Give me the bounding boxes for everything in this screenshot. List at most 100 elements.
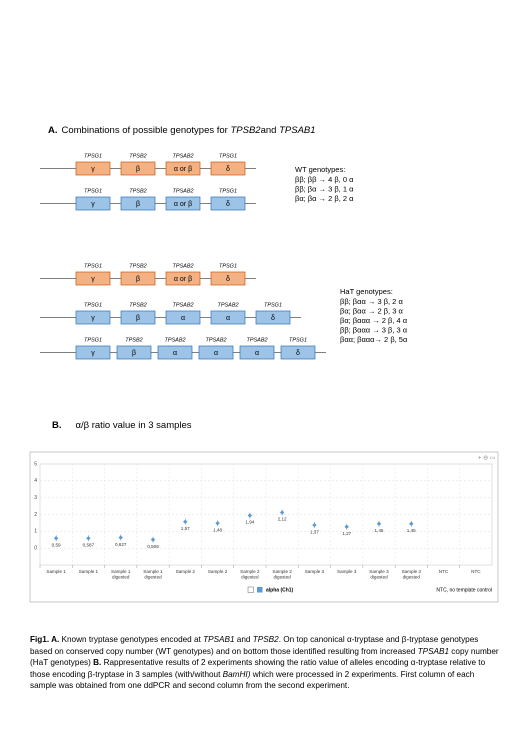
x-tick-label: Sample 1	[79, 569, 99, 574]
title-text: α/β ratio value in 3 samples	[76, 420, 192, 431]
gene-name: TPSAB2	[246, 337, 267, 343]
gene-name: TPSAB2	[217, 302, 238, 308]
caption-segment: B.	[93, 658, 104, 667]
gene-name: TPSAB2	[172, 302, 193, 308]
x-tick-label: NTC	[471, 569, 481, 574]
gene-name: TPSB2	[129, 263, 146, 269]
data-label: 1,27	[342, 531, 351, 536]
title-part: Combinations of possible genotypes for	[62, 125, 231, 136]
gene-name: TPSG1	[84, 337, 102, 343]
x-tick-label-line: digested	[370, 575, 388, 580]
x-tick-label-line: Sample 2	[272, 569, 292, 574]
x-tick-label-line: Sample 1	[143, 569, 163, 574]
y-tick-label: 3	[34, 495, 37, 501]
data-label: 0,59	[52, 542, 61, 547]
figure: + ⊖ ▭ A. Combinations of possible genotyp…	[29, 125, 499, 603]
x-tick-label-line: digested	[112, 575, 130, 580]
title-part: TPSAB1	[279, 125, 315, 136]
gene-name: TPSB2	[129, 302, 146, 308]
genotype-legend-item: βα; βααα → 2 β, 4 α	[340, 316, 408, 325]
gene-name: TPSG1	[289, 337, 307, 343]
data-point	[118, 535, 123, 540]
gene-name: TPSG1	[84, 263, 102, 269]
gene-name: TPSB2	[129, 153, 146, 159]
gene-box	[157, 345, 193, 360]
x-tick-label: Sample 3	[305, 569, 325, 574]
gene-symbol: α	[214, 350, 218, 357]
x-tick-label: Sample 2 digested	[272, 569, 292, 580]
caption-segment: . On top canonical α-tryptase and β-tryp…	[30, 635, 479, 656]
genotype-legend-title: HaT genotypes:	[340, 287, 393, 296]
gene-symbol: α or β	[174, 166, 192, 173]
y-tick-label: 0	[34, 545, 37, 551]
x-tick-label-line: Sample 2	[240, 569, 260, 574]
legend-label: alpha (Ch1)	[266, 587, 294, 593]
gene-box	[239, 345, 275, 360]
gene-name: TPSG1	[84, 302, 102, 308]
panel-b-title: B. α/β ratio value in 3 samples	[52, 420, 192, 431]
caption-segment: BamHI)	[222, 669, 251, 679]
caption-segment: which were processed in 2 experiments. F…	[30, 669, 475, 691]
gene-box	[120, 271, 156, 286]
gene-symbol: β	[136, 166, 140, 173]
gene-box	[210, 196, 246, 211]
data-point	[183, 519, 188, 524]
gene-symbol: γ	[91, 315, 95, 322]
y-tick-label: 5	[34, 461, 37, 467]
gene-symbol: β	[136, 315, 140, 322]
gene-symbol: γ	[91, 201, 95, 208]
gene-box	[120, 161, 156, 176]
gene-name: TPSB2	[129, 188, 146, 194]
x-tick-label-line: Sample 1	[111, 569, 131, 574]
chart-frame	[29, 451, 499, 603]
genotype-legend-title: WT genotypes:	[295, 165, 345, 174]
gene-box	[210, 271, 246, 286]
gene-box	[120, 310, 156, 325]
data-label: 1,57	[181, 526, 190, 531]
gene-symbol: γ	[91, 350, 95, 357]
gene-symbol: δ	[296, 350, 300, 357]
data-point	[53, 536, 59, 541]
x-tick-label-line: digested	[144, 575, 162, 580]
genotype-legend-item: βαα; βααα→ 2 β, 5α	[340, 335, 408, 344]
gene-box	[116, 345, 152, 360]
caption-segment: Known tryptase genotypes encoded at	[61, 635, 204, 644]
gene-name: TPSAB2	[172, 188, 193, 194]
genotype-legend-item: βα; βαα → 2 β, 3 α	[340, 306, 403, 315]
gene-name: TPSAB2	[164, 337, 185, 343]
caption-segment: A.	[51, 635, 62, 644]
caption-segment: Rappresentative results of 2 experiments…	[30, 658, 486, 679]
gene-box	[75, 271, 111, 286]
x-tick-label: Sample 2	[176, 569, 196, 574]
gene-box	[210, 161, 246, 176]
genotype-legend-item: ββ; ββ → 4 β, 0 α	[295, 175, 354, 184]
gene-box	[198, 345, 234, 360]
title-part: and	[261, 125, 280, 136]
gene-box	[165, 161, 201, 176]
gene-symbol: β	[132, 350, 136, 357]
y-tick-label: 1	[34, 529, 37, 535]
x-tick-label: Sample 3 digested	[402, 569, 422, 580]
data-label: 1,45	[375, 528, 384, 533]
gene-symbol: α	[173, 350, 177, 357]
legend-checkbox	[247, 586, 254, 593]
data-point	[279, 510, 285, 515]
x-tick-label: Sample 3	[337, 569, 357, 574]
gene-symbol: α or β	[174, 276, 192, 283]
x-tick-label-line: digested	[273, 575, 291, 580]
caption-segment: and	[234, 635, 253, 644]
gene-name: TPSG1	[84, 153, 102, 159]
toolbar-icons[interactable]: + ⊖ ▭	[478, 456, 496, 462]
gene-symbol: α or β	[174, 201, 192, 208]
gene-symbol: α	[226, 315, 230, 322]
data-point	[150, 537, 156, 542]
genotype-legend-item: ββ; βααα → 3 β, 3 α	[340, 325, 408, 334]
data-label: 1,37	[310, 529, 319, 534]
caption-segment: Fig1.	[30, 635, 52, 644]
y-tick-label: 2	[34, 512, 37, 518]
data-label: 0,627	[115, 542, 127, 547]
gene-name: TPSG1	[219, 188, 237, 194]
gene-box	[165, 271, 201, 286]
panel-label: B.	[52, 420, 62, 431]
